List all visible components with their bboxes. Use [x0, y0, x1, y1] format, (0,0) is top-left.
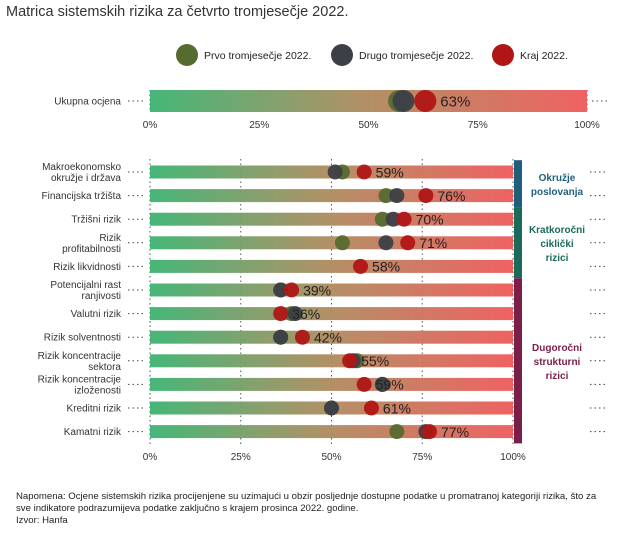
cat-marker-s2-0: [356, 164, 372, 180]
cat-value-label-10: 61%: [383, 400, 411, 416]
cat-marker-s2-10: [363, 400, 379, 416]
cat-value-label-5: 39%: [303, 282, 331, 298]
cat-value-label-11: 77%: [441, 424, 469, 440]
cat-category-label-0: Makroekonomsko okružje i država: [42, 162, 121, 184]
cat-marker-s1-9: [374, 376, 390, 392]
cat-marker-s2-2: [396, 211, 412, 227]
band-label-2: Dugoročni strukturni rizici: [532, 343, 582, 382]
legend: Prvo tromjesečje 2022. Drugo tromjesečje …: [176, 44, 568, 66]
cat-track-8: [150, 354, 513, 368]
legend-label-2: Kraj 2022.: [520, 50, 568, 62]
cat-value-label-2: 70%: [416, 212, 444, 228]
cat-category-label-2: Tržišni rizik: [71, 215, 122, 226]
source-note: Izvor: Hanfa: [16, 515, 68, 526]
cat-marker-s0-2: [374, 211, 390, 227]
cat-track-7: [150, 330, 513, 344]
cat-track-3: [150, 236, 513, 250]
categories-panel: 0% 25% 50% 75% 100% Makroekonomsko okružje i d…: [38, 159, 606, 463]
cat-tick-4: 100%: [500, 452, 526, 463]
legend-marker-2: [492, 44, 514, 66]
cat-category-label-7: Rizik solventnosti: [44, 333, 121, 344]
cat-tick-3: 75%: [412, 452, 432, 463]
cat-track-4: [150, 259, 513, 273]
overall-category-label-0: Ukupna ocjena: [54, 97, 121, 108]
cat-category-label-8: Rizik koncentracije sektora: [38, 351, 122, 373]
cat-marker-s2-4: [353, 258, 369, 274]
cat-marker-s2-3: [400, 235, 416, 251]
cat-category-label-10: Kreditni rizik: [67, 404, 122, 415]
cat-marker-s2-1: [418, 188, 434, 204]
cat-marker-s2-8: [342, 353, 358, 369]
band-strip-1: [514, 207, 522, 279]
legend-label-0: Prvo tromjesečje 2022.: [204, 50, 311, 62]
cat-marker-s2-7: [294, 329, 310, 345]
overall-tick-2: 50%: [358, 120, 378, 131]
cat-category-label-9: Rizik koncentracije izloženosti: [38, 374, 122, 396]
overall-value-label-0: 63%: [440, 94, 470, 111]
band-strip-0: [514, 160, 522, 208]
cat-category-label-11: Kamatni rizik: [64, 427, 122, 438]
band-strip-2: [514, 278, 522, 444]
cat-value-label-3: 71%: [419, 235, 447, 251]
legend-label-1: Drugo tromjesečje 2022.: [359, 50, 473, 62]
cat-marker-s1-6: [287, 306, 303, 322]
overall-marker-s1-0: [392, 90, 415, 112]
cat-track-9: [150, 377, 513, 391]
cat-category-label-1: Financijska tržišta: [42, 191, 122, 202]
overall-tick-0: 0%: [143, 120, 158, 131]
cat-value-label-9: 59%: [376, 377, 404, 393]
cat-tick-1: 25%: [231, 452, 251, 463]
legend-marker-0: [176, 44, 198, 66]
cat-value-label-4: 58%: [372, 259, 400, 275]
overall-track-0: [150, 90, 587, 112]
cat-category-label-4: Rizik likvidnosti: [53, 262, 121, 273]
cat-category-label-6: Valutni rizik: [71, 309, 122, 320]
cat-tick-2: 50%: [321, 452, 341, 463]
band-label-1: Kratkoročni ciklički rizici: [529, 225, 585, 264]
cat-marker-s1-5: [273, 282, 289, 298]
legend-marker-1: [331, 44, 353, 66]
chart-title: Matrica sistemskih rizika za četvrto tro…: [6, 4, 349, 20]
cat-marker-s1-10: [324, 400, 339, 416]
cat-category-label-3: Rizik profitabilnosti: [62, 233, 122, 255]
footnote: Napomena: Ocjene sistemskih rizika proci…: [16, 491, 597, 514]
overall-panel: 0% 25% 50% 75% 100% Ukupna ocjena 63%: [54, 90, 608, 131]
cat-value-label-7: 42%: [314, 330, 342, 346]
band-label-0: Okružje poslovanja: [531, 173, 584, 198]
cat-marker-s2-9: [356, 376, 372, 392]
cat-value-label-0: 59%: [376, 164, 404, 180]
overall-tick-4: 100%: [574, 120, 600, 131]
cat-value-label-8: 55%: [361, 353, 389, 369]
overall-marker-s2-0: [414, 90, 437, 112]
cat-track-2: [150, 212, 513, 226]
cat-category-label-5: Potencijalni rast ranjivosti: [50, 280, 121, 302]
overall-tick-3: 75%: [468, 120, 488, 131]
cat-marker-s1-7: [273, 329, 289, 345]
cat-marker-s1-1: [389, 188, 405, 204]
cat-marker-s1-2: [385, 211, 401, 227]
cat-marker-s0-3: [334, 235, 350, 251]
cat-marker-s0-1: [378, 188, 394, 204]
cat-value-label-1: 76%: [437, 188, 465, 204]
cat-marker-s2-5: [284, 282, 300, 298]
cat-track-5: [150, 283, 513, 297]
cat-marker-s1-0: [327, 164, 343, 180]
cat-marker-s2-6: [273, 306, 289, 322]
cat-value-label-6: 36%: [292, 306, 320, 322]
cat-marker-s2-11: [422, 424, 438, 440]
cat-marker-s1-3: [378, 235, 394, 251]
cat-marker-s0-11: [389, 424, 405, 440]
overall-tick-1: 25%: [249, 120, 269, 131]
cat-track-6: [150, 307, 513, 321]
cat-tick-0: 0%: [143, 452, 158, 463]
